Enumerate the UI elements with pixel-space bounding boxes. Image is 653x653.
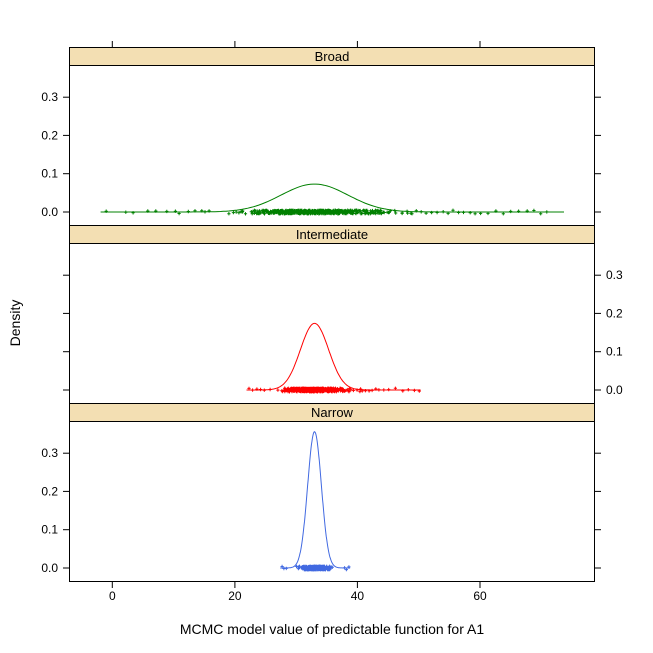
x-axis-tick-label: 60 — [473, 589, 487, 603]
y-axis-tick-label: 0.0 — [606, 383, 623, 397]
strip-broad: Broad — [69, 47, 595, 66]
y-axis-tick-label: 0.2 — [41, 484, 58, 498]
x-axis-tick-label: 20 — [228, 589, 242, 603]
y-axis-title: Density — [7, 299, 23, 347]
y-axis-tick-label: 0.3 — [606, 268, 623, 282]
strip-label-intermediate: Intermediate — [295, 227, 369, 242]
panel-broad — [69, 65, 595, 226]
y-axis-tick-label: 0.0 — [41, 561, 58, 575]
panel-intermediate — [69, 243, 595, 404]
panel-narrow — [69, 421, 595, 582]
y-axis-tick-label: 0.2 — [41, 128, 58, 142]
strip-label-narrow: Narrow — [311, 405, 353, 420]
x-axis-title: MCMC model value of predictable function… — [179, 621, 485, 637]
x-axis-tick-label: 0 — [109, 589, 116, 603]
y-axis-tick-label: 0.3 — [41, 90, 58, 104]
strip-narrow: Narrow — [69, 403, 595, 422]
y-axis-tick-label: 0.1 — [41, 523, 58, 537]
y-axis-tick-label: 0.3 — [41, 446, 58, 460]
y-axis-tick-label: 0.2 — [606, 306, 623, 320]
strip-intermediate: Intermediate — [69, 225, 595, 244]
x-axis-tick-label: 40 — [351, 589, 365, 603]
strip-label-broad: Broad — [314, 49, 350, 64]
y-axis-tick-label: 0.0 — [41, 205, 58, 219]
y-axis-tick-label: 0.1 — [41, 167, 58, 181]
y-axis-tick-label: 0.1 — [606, 345, 623, 359]
